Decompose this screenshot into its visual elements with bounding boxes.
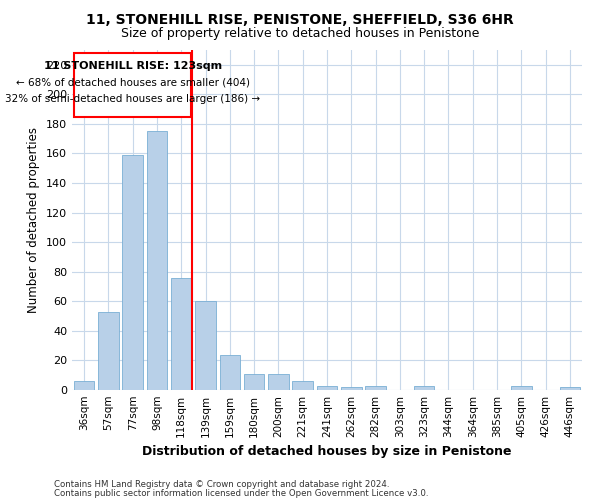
Bar [414, 386, 434, 390]
Bar [98, 312, 119, 390]
Bar [511, 386, 532, 390]
Bar [244, 374, 265, 390]
Bar [341, 387, 362, 390]
Bar [560, 387, 580, 390]
Text: Contains public sector information licensed under the Open Government Licence v3: Contains public sector information licen… [54, 488, 428, 498]
Bar [195, 302, 216, 390]
Bar [74, 53, 191, 116]
Bar [146, 132, 167, 390]
Bar [74, 381, 94, 390]
Text: 11, STONEHILL RISE, PENISTONE, SHEFFIELD, S36 6HR: 11, STONEHILL RISE, PENISTONE, SHEFFIELD… [86, 12, 514, 26]
Bar [122, 155, 143, 390]
Bar [220, 354, 240, 390]
Bar [317, 386, 337, 390]
X-axis label: Distribution of detached houses by size in Penistone: Distribution of detached houses by size … [142, 446, 512, 458]
Text: Contains HM Land Registry data © Crown copyright and database right 2024.: Contains HM Land Registry data © Crown c… [54, 480, 389, 489]
Text: 11 STONEHILL RISE: 123sqm: 11 STONEHILL RISE: 123sqm [44, 62, 222, 72]
Bar [171, 278, 191, 390]
Text: ← 68% of detached houses are smaller (404): ← 68% of detached houses are smaller (40… [16, 78, 250, 88]
Bar [292, 381, 313, 390]
Bar [365, 386, 386, 390]
Bar [268, 374, 289, 390]
Text: 32% of semi-detached houses are larger (186) →: 32% of semi-detached houses are larger (… [5, 94, 260, 104]
Y-axis label: Number of detached properties: Number of detached properties [28, 127, 40, 313]
Text: Size of property relative to detached houses in Penistone: Size of property relative to detached ho… [121, 28, 479, 40]
